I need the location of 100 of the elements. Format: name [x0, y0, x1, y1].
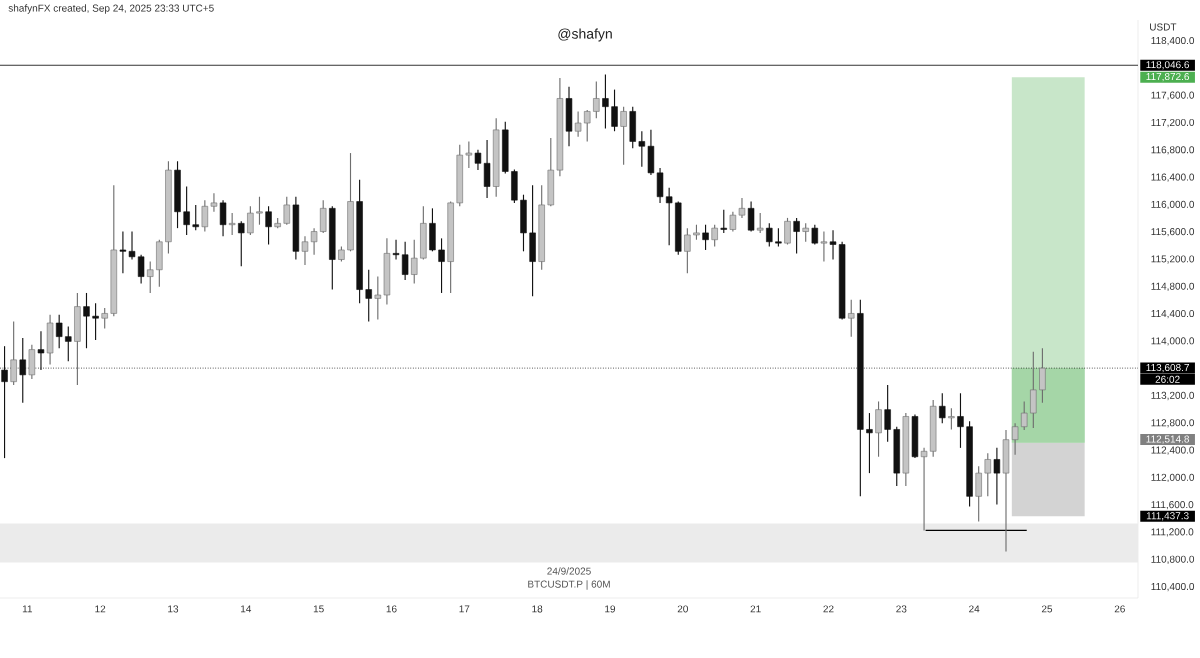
- text: shafynFX created, Sep 24, 2025 23:33 UTC+5: [8, 4, 214, 14]
- annotation: BTCUSDT.P | 60M: [528, 580, 610, 590]
- y-tick-label: 116,400.0: [1151, 173, 1195, 182]
- candlestick: [210, 192, 218, 213]
- candlestick: [137, 254, 145, 284]
- y-tick-label: 118,400.0: [1151, 37, 1195, 46]
- candlestick: [10, 321, 17, 386]
- candlestick: [401, 241, 409, 281]
- candlestick: [993, 447, 1001, 506]
- candlestick: [920, 447, 928, 532]
- text: 26:02: [1155, 375, 1180, 383]
- candlestick: [65, 325, 72, 362]
- candlestick: [957, 392, 964, 449]
- candlestick: [55, 314, 63, 349]
- candlestick: [101, 307, 108, 330]
- x-tick-label: 24: [969, 605, 980, 613]
- candlestick: [711, 224, 718, 248]
- candlestick: [201, 199, 209, 233]
- candlestick: [829, 229, 837, 261]
- x-tick-label: 14: [241, 605, 252, 613]
- candlestick: [811, 224, 819, 246]
- candlestick: [392, 239, 400, 261]
- ref-line-label: 113,608.7: [1146, 363, 1189, 373]
- x-tick-label: 25: [1041, 605, 1053, 613]
- x-tick-label: 13: [168, 605, 179, 613]
- x-tick-label: 26: [1114, 605, 1125, 613]
- candlestick: [738, 197, 746, 219]
- candlestick: [483, 139, 491, 199]
- candlestick: [1030, 351, 1037, 429]
- x-tick-label: 15: [313, 605, 324, 613]
- y-axis-title: USDT: [1150, 23, 1177, 31]
- y-tick-label: 116,000.0: [1151, 200, 1195, 210]
- candlestick: [465, 140, 473, 169]
- candlestick: [147, 261, 154, 294]
- y-tick-label: 112,000.0: [1151, 473, 1195, 483]
- candlestick: [283, 196, 290, 226]
- y-tick-label: 111,200.0: [1151, 528, 1194, 537]
- candlestick: [665, 187, 673, 246]
- candlestick: [192, 204, 199, 231]
- candlestick: [1, 345, 8, 459]
- y-tick-label: 115,200.0: [1151, 255, 1195, 264]
- candlestick: [265, 205, 272, 246]
- y-tick-label: 112,400.0: [1151, 446, 1195, 455]
- y-tick-label: 114,400.0: [1151, 309, 1195, 319]
- y-tick-label: 114,800.0: [1151, 282, 1195, 291]
- candlestick: [574, 110, 582, 138]
- candlestick: [584, 109, 591, 143]
- bar: [1011, 442, 1085, 517]
- candlestick: [684, 227, 691, 274]
- candlestick: [183, 185, 190, 236]
- text: 117,872.6: [1146, 73, 1190, 82]
- candlestick: [474, 149, 482, 171]
- candlestick: [119, 230, 127, 274]
- candlestick: [37, 330, 45, 371]
- candlestick: [820, 230, 828, 263]
- y-tick-label: 116,800.0: [1151, 146, 1195, 155]
- candlestick: [638, 130, 646, 168]
- candlestick: [611, 89, 618, 132]
- x-tick-label: 18: [532, 605, 543, 613]
- candlestick: [975, 465, 982, 523]
- candlestick: [747, 200, 755, 233]
- candlestick: [766, 222, 773, 248]
- candlestick: [128, 230, 136, 261]
- y-tick-label: 112,800.0: [1151, 419, 1195, 428]
- x-tick-label: 11: [22, 605, 33, 613]
- x-tick-label: 19: [605, 605, 616, 613]
- y-tick-label: 114,000.0: [1151, 337, 1195, 346]
- ref-line-label: 118,046.6: [1146, 61, 1190, 70]
- candlestick: [301, 235, 309, 266]
- candlestick: [1039, 347, 1046, 404]
- candlestick: [83, 292, 90, 349]
- candlestick: [866, 412, 873, 474]
- candlestick: [775, 227, 782, 248]
- text: 111,437.3: [1146, 512, 1189, 521]
- y-tick-label: 110,800.0: [1151, 555, 1195, 564]
- annotation: 24/9/2025: [547, 567, 591, 575]
- x-tick-label: 16: [386, 605, 397, 613]
- y-tick-label: 117,200.0: [1151, 118, 1195, 128]
- candlestick: [256, 196, 263, 226]
- x-tick-label: 23: [896, 605, 907, 613]
- candlestick: [884, 384, 891, 443]
- y-tick-label: 115,600.0: [1151, 228, 1195, 237]
- candlestick: [365, 269, 372, 323]
- y-tick-label: 117,600.0: [1151, 91, 1195, 100]
- candlestick: [310, 227, 318, 256]
- candlestick: [593, 80, 600, 119]
- candlestick: [848, 299, 855, 338]
- candlestick: [19, 337, 26, 404]
- candlestick: [620, 106, 627, 166]
- candlestick: [438, 237, 445, 294]
- candlestick: [602, 74, 609, 130]
- candlestick: [720, 209, 727, 234]
- candlestick: [784, 217, 791, 246]
- candlestick: [219, 199, 227, 237]
- text: @shafyn: [558, 28, 612, 42]
- candlestick: [92, 302, 99, 341]
- candlestick: [939, 392, 946, 424]
- candlestick: [729, 211, 737, 233]
- candlestick: [984, 452, 992, 497]
- candlestick: [228, 212, 236, 236]
